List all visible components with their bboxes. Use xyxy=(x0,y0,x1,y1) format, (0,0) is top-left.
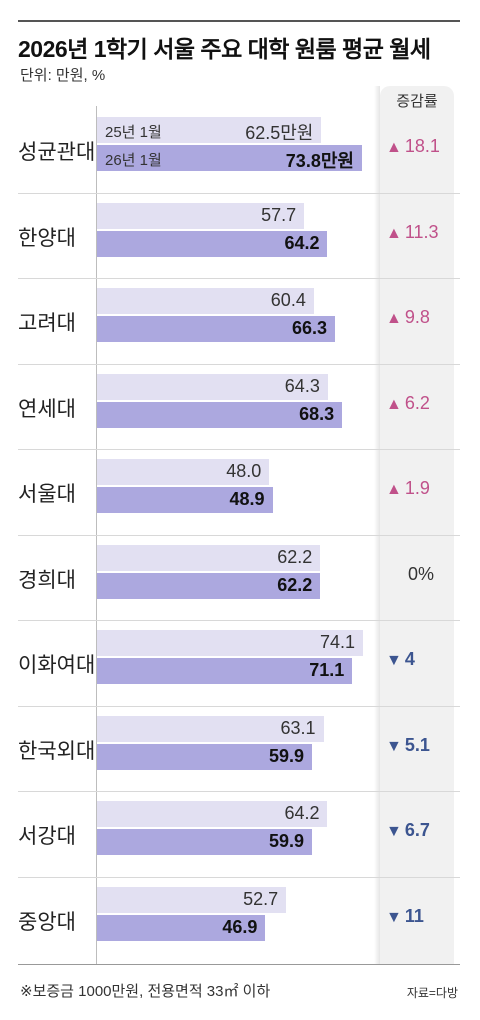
row-separator xyxy=(18,534,460,536)
change-rate-5: 0% xyxy=(386,564,456,585)
triangle-up-icon: ▲ xyxy=(386,139,402,156)
university-label: 한양대 xyxy=(18,226,76,250)
value-label-prev-9: 52.7 xyxy=(243,888,279,909)
value-label-curr-8: 59.9 xyxy=(269,831,305,851)
change-rate-0: ▲ 18.1 xyxy=(386,136,456,157)
value-label-prev-4: 48.0 xyxy=(226,461,262,481)
bar-curr-9 xyxy=(97,914,266,941)
university-label: 연세대 xyxy=(18,397,76,421)
value-label-prev-7: 63.1 xyxy=(280,717,316,738)
value-label-curr-9: 46.9 xyxy=(222,916,258,937)
bar-curr-3 xyxy=(97,401,343,428)
change-rate-1: ▲ 11.3 xyxy=(386,222,456,243)
change-rate-9: ▼ 11 xyxy=(386,906,456,927)
value-label-prev-3: 64.3 xyxy=(284,375,320,396)
value-label-curr-4: 48.9 xyxy=(229,489,265,509)
triangle-down-icon: ▼ xyxy=(386,737,402,755)
value-label-curr-6: 71.1 xyxy=(309,660,345,680)
change-rate-value: 5.1 xyxy=(404,734,430,755)
triangle-down-icon: ▼ xyxy=(386,823,402,840)
change-rate-value: 18.1 xyxy=(404,136,440,156)
legend-prev: 25년 1월 xyxy=(105,124,162,141)
university-label: 이화여대 xyxy=(18,654,96,677)
change-rate-4: ▲ 1.9 xyxy=(386,478,456,499)
university-label: 중앙대 xyxy=(18,910,76,934)
bar-curr-2 xyxy=(97,316,336,342)
triangle-down-icon: ▼ xyxy=(386,652,402,669)
source-credit: 자료=다방 xyxy=(406,986,458,1000)
row-separator xyxy=(18,705,460,707)
triangle-up-icon: ▲ xyxy=(386,395,402,413)
chart-title: 2026년 1학기 서울 주요 대학 원룸 평균 월세 xyxy=(18,36,431,62)
triangle-up-icon: ▲ xyxy=(386,224,402,242)
bar-prev-0 xyxy=(97,117,322,143)
bar-prev-4 xyxy=(97,459,270,485)
value-label-prev-1: 57.7 xyxy=(261,204,297,225)
bar-prev-3 xyxy=(97,373,328,400)
university-label: 고려대 xyxy=(18,312,76,335)
bar-prev-1 xyxy=(97,202,305,229)
bar-prev-7 xyxy=(97,715,324,742)
bottom-rule xyxy=(18,964,460,965)
rate-column xyxy=(380,86,454,964)
value-label-prev-8: 64.2 xyxy=(284,803,320,823)
change-rate-2: ▲ 9.8 xyxy=(386,307,456,328)
change-rate-8: ▼ 6.7 xyxy=(386,820,456,841)
rate-column-shadow xyxy=(374,86,380,964)
row-separator xyxy=(18,876,460,878)
value-label-prev-2: 60.4 xyxy=(270,290,306,310)
change-rate-value: 11.3 xyxy=(404,221,439,242)
unit-label: 단위: 만원, % xyxy=(20,67,106,84)
value-label-curr-2: 66.3 xyxy=(291,318,328,338)
row-separator xyxy=(18,620,460,621)
row-separator xyxy=(18,278,460,279)
value-label-curr-5: 62.2 xyxy=(277,574,313,595)
change-rate-value: 6.7 xyxy=(404,820,430,840)
change-rate-value: 4 xyxy=(404,649,415,669)
value-label-curr-1: 64.2 xyxy=(284,232,320,253)
bar-curr-0 xyxy=(97,145,362,171)
row-separator xyxy=(18,791,460,792)
bar-curr-6 xyxy=(97,658,353,684)
change-rate-value: 11 xyxy=(404,905,424,926)
value-label-curr-7: 59.9 xyxy=(269,745,305,766)
change-rate-3: ▲ 6.2 xyxy=(386,393,456,414)
university-label: 서울대 xyxy=(18,483,76,506)
bar-curr-5 xyxy=(97,572,321,599)
bar-prev-8 xyxy=(97,801,328,827)
triangle-down-icon: ▼ xyxy=(386,908,402,926)
university-label: 서강대 xyxy=(18,825,76,848)
bar-curr-1 xyxy=(97,230,328,257)
change-rate-value: 1.9 xyxy=(404,478,430,498)
bar-prev-9 xyxy=(97,886,287,913)
top-rule xyxy=(18,20,460,22)
footnote: ※보증금 1000만원, 전용면적 33㎡ 이하 xyxy=(20,983,271,1000)
bar-curr-7 xyxy=(97,743,313,770)
row-separator xyxy=(18,363,460,365)
university-label: 성균관대 xyxy=(18,141,96,164)
value-label-curr-0: 73.8만원 xyxy=(285,151,354,171)
rate-header: 증감률 xyxy=(396,93,438,110)
triangle-up-icon: ▲ xyxy=(386,310,402,327)
value-label-prev-6: 74.1 xyxy=(319,632,356,652)
bar-prev-5 xyxy=(97,544,321,571)
value-label-prev-5: 62.2 xyxy=(277,546,313,567)
change-rate-7: ▼ 5.1 xyxy=(386,735,456,756)
bar-curr-4 xyxy=(97,487,273,513)
change-rate-value: 9.8 xyxy=(404,307,430,327)
change-rate-value: 0% xyxy=(407,563,434,584)
change-rate-6: ▼ 4 xyxy=(386,649,456,670)
bar-prev-6 xyxy=(97,630,364,656)
value-label-curr-3: 68.3 xyxy=(299,403,335,424)
change-rate-value: 6.2 xyxy=(404,392,430,413)
university-label: 한국외대 xyxy=(18,739,96,763)
triangle-up-icon: ▲ xyxy=(386,481,402,498)
value-label-prev-0: 62.5만원 xyxy=(245,123,314,143)
university-label: 경희대 xyxy=(18,568,76,592)
bar-curr-8 xyxy=(97,829,313,855)
row-separator xyxy=(18,449,460,450)
legend-curr: 26년 1월 xyxy=(105,152,162,169)
row-separator xyxy=(18,192,460,194)
bar-prev-2 xyxy=(97,288,314,314)
